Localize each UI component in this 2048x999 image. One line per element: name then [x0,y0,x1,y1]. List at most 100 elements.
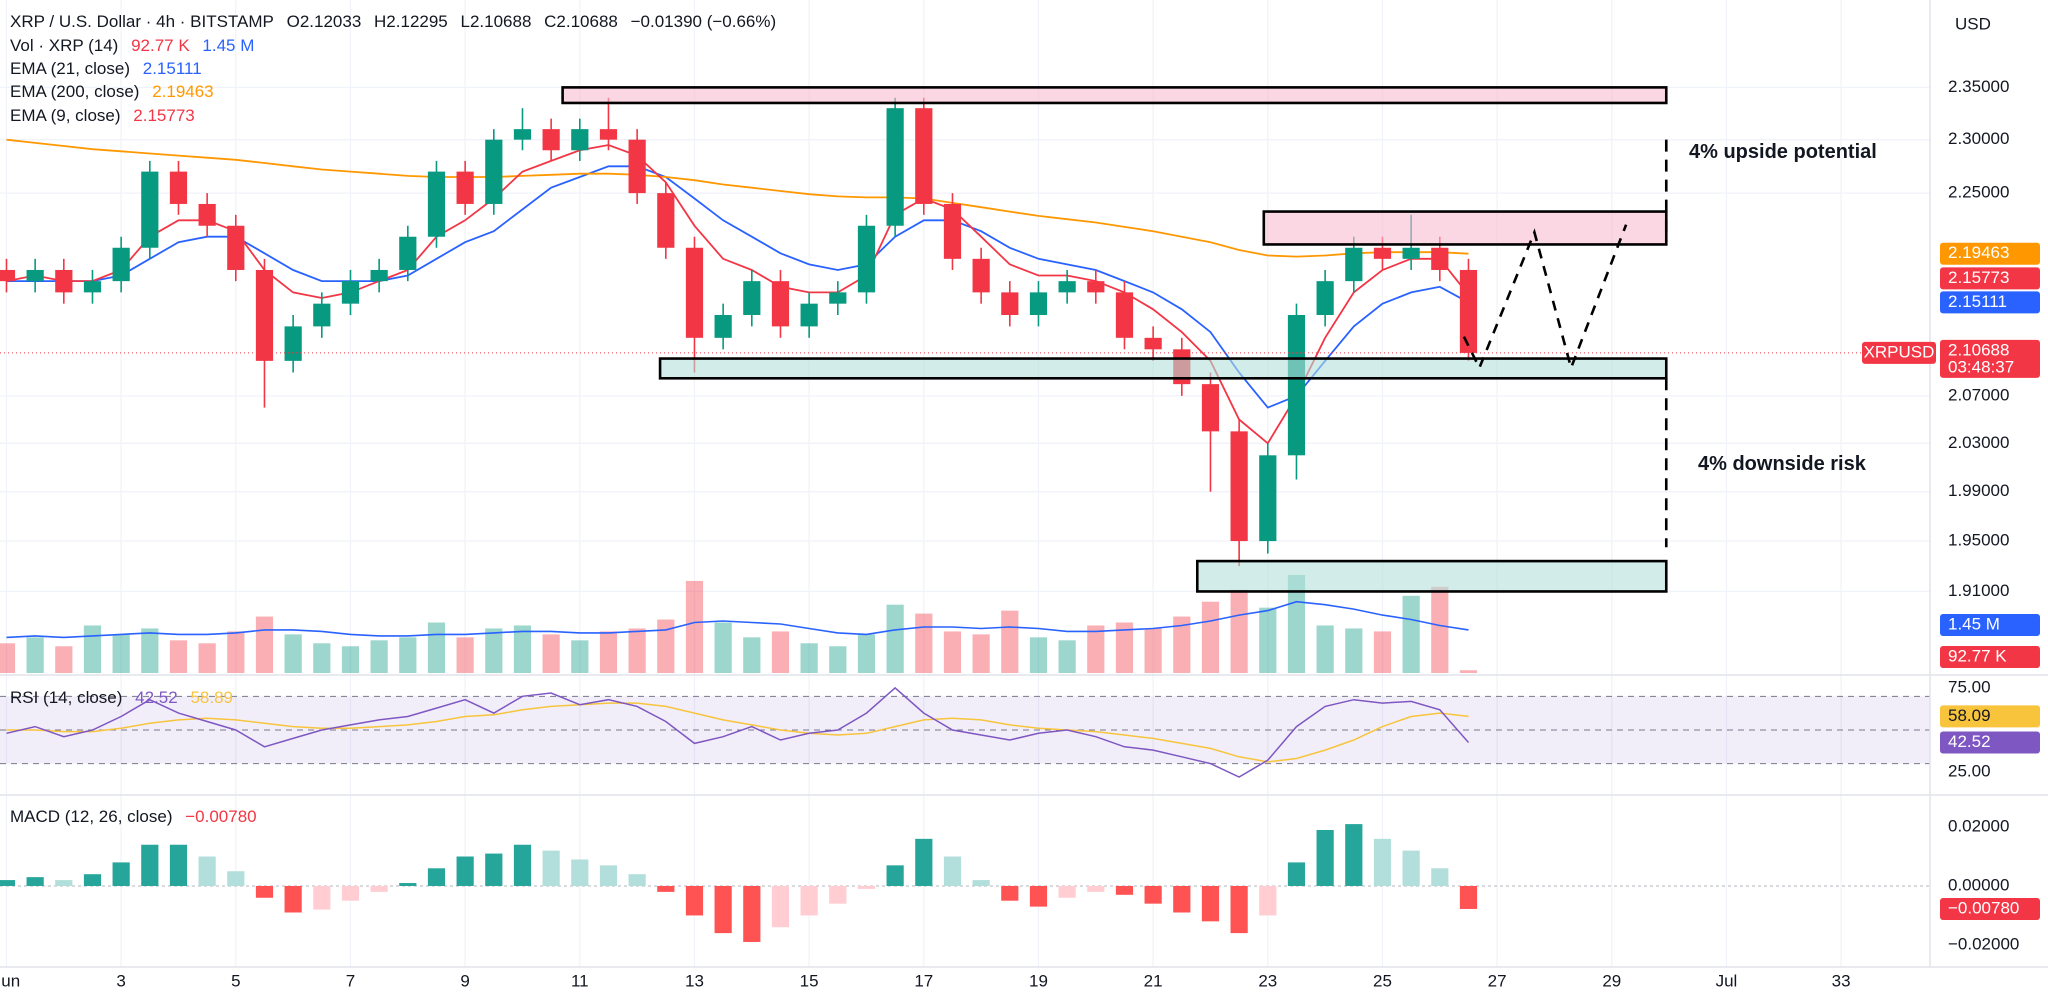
macd-bar [26,877,44,886]
volume-bar [284,634,302,673]
macd-bar [1259,885,1277,916]
volume-bar [1029,637,1048,673]
macd-bar [0,880,16,886]
volume-tag: 1.45 M [1948,614,2000,633]
macd-bar [55,880,73,886]
candle-body [427,171,446,237]
candle-body [1029,292,1048,315]
ticker-tag: XRPUSD [1864,342,1935,361]
volume-bar [513,625,532,673]
volume-bar [1431,586,1449,673]
x-tick-label: 33 [1832,971,1851,990]
macd-bar [599,865,618,886]
macd-bar [1431,868,1449,886]
macd-bar [1058,885,1076,898]
legend-label: EMA (9, close) [10,106,121,125]
candle-body [1201,384,1220,432]
macd-bar [1287,862,1306,886]
volume-ma-line [6,600,1469,639]
candle-body [313,303,331,327]
ohlc-high: H2.12295 [374,12,448,31]
volume-bar [857,634,876,673]
volume-legend: Vol · XRP (14) 92.77 K 1.45 M [10,36,262,56]
macd-bar [1001,885,1019,901]
volume-bar [313,643,331,673]
y-tick-label: 75.00 [1948,677,1991,696]
macd-bar [1144,885,1162,904]
macd-legend: MACD (12, 26, close) −0.00780 [10,807,265,827]
header-line: XRP / U.S. Dollar · 4h · BITSTAMP O2.120… [10,12,784,32]
candle-body [657,193,675,248]
volume-bar [1287,574,1306,673]
candle-body [599,129,618,140]
candle-body [1431,247,1449,270]
candle-body [1087,281,1105,293]
candle-body [1230,431,1248,542]
ohlc-low: L2.10688 [460,12,532,31]
candle-body [1373,247,1392,259]
volume-tag: 92.77 K [1948,646,2007,665]
candle-body [198,203,216,226]
volume-bar [0,643,16,673]
candle-body [628,139,646,194]
volume-bar [571,640,589,673]
annotation: 4% upside potential [1689,141,1877,163]
candle-body [227,225,245,270]
candle-body [685,247,704,338]
legend-label: EMA (21, close) [10,59,130,78]
volume-bar [1459,670,1478,673]
volume-bar [800,643,818,673]
x-tick-label: 7 [346,971,355,990]
volume-bar [943,631,962,673]
volume-bar [1173,616,1191,673]
macd-bar [800,885,818,916]
macd-bar [1115,885,1134,895]
x-tick-label: 15 [800,971,819,990]
candle-body [771,281,790,327]
rsi-band [0,696,1930,764]
price-tag: 2.19463 [1948,243,2009,262]
y-tick-label: 0.02000 [1948,817,2009,836]
macd-bar [685,885,704,916]
volume-bar [1402,595,1420,673]
volume-bar [915,613,933,673]
x-tick-label: 17 [914,971,933,990]
volume-bar [1115,622,1134,673]
volume-tag-bg [1940,614,2040,636]
volume-bar [55,646,73,673]
candle-body [399,236,417,270]
macd-bar [1087,885,1105,892]
x-tick-label: 29 [1602,971,1621,990]
price-tag-bg [1940,339,2040,378]
price-tag: 2.15773 [1948,268,2009,287]
ema-legend: EMA (200, close) 2.19463 [10,82,222,102]
price-tag-countdown: 03:48:37 [1948,357,2014,376]
price-tag-bg [1940,242,2040,265]
legend-value: 2.15773 [133,106,195,125]
macd-bar [542,850,560,886]
candle-body [1001,292,1019,315]
macd-bar [829,885,847,904]
macd-bar [112,862,130,886]
legend-label: Vol · XRP (14) [10,36,119,55]
volume-bar [685,580,704,673]
volume-tag-bg [1940,646,2040,668]
macd-bar [169,844,188,886]
macd-bar [83,874,102,886]
candle-body [1345,247,1363,282]
volume-bar [370,640,388,673]
zone [561,86,1668,105]
legend-value: 1.45 M [202,36,255,55]
candle-body [0,269,16,282]
macd-bar [399,883,417,886]
x-tick-label: 21 [1144,971,1163,990]
candle-body [370,269,388,282]
legend-label: EMA (200, close) [10,82,140,101]
volume-bar [657,619,675,673]
macd-bar [915,838,933,886]
macd-bar [743,885,761,942]
rsi-tag-bg [1940,731,2040,754]
macd-bar [571,859,589,886]
